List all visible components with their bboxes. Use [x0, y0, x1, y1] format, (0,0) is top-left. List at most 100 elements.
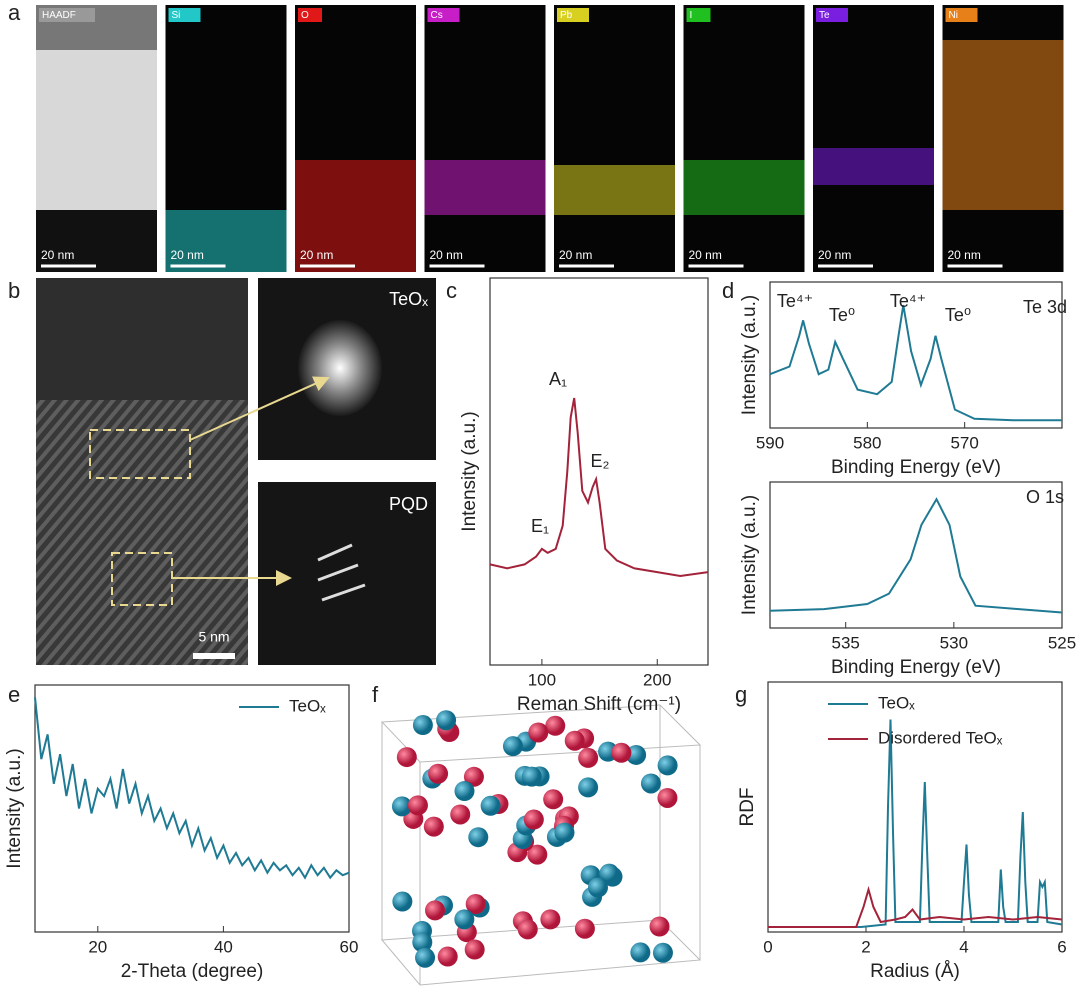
x-tick-label: 2 — [861, 937, 870, 956]
atom — [437, 946, 458, 967]
annotation: E₁ — [531, 516, 549, 536]
y-axis-label: Intensity (a.u.) — [459, 411, 480, 531]
atom — [465, 893, 486, 914]
atom — [540, 909, 561, 930]
scale-label: 20 nm — [41, 248, 74, 262]
atom — [425, 900, 446, 921]
element-tag — [816, 8, 848, 22]
atom — [428, 763, 449, 784]
atom — [527, 844, 548, 865]
atom — [521, 766, 542, 787]
element-label: O — [301, 10, 309, 21]
atom — [626, 744, 647, 765]
atom — [454, 909, 475, 930]
atom — [564, 730, 585, 751]
atom — [463, 766, 484, 787]
plot-frame — [769, 481, 1063, 629]
x-tick-label: 200 — [643, 670, 671, 689]
eds-signal — [813, 148, 934, 185]
eds-signal — [942, 40, 1064, 210]
series-line — [769, 497, 1063, 614]
eds-map — [554, 5, 675, 272]
arrow — [189, 376, 330, 441]
atom — [391, 796, 412, 817]
atom — [415, 947, 436, 968]
eds-signal — [295, 160, 416, 272]
atom — [423, 816, 444, 837]
atom — [396, 747, 417, 768]
eds-map — [813, 5, 934, 272]
element-tag — [945, 8, 978, 22]
panel-label: b — [8, 278, 20, 303]
x-tick-label: 4 — [959, 937, 968, 956]
panel-label: c — [446, 278, 457, 303]
plot-frame — [769, 281, 1063, 429]
panel-label: d — [722, 278, 734, 303]
annotation: Te 3d — [1023, 297, 1067, 317]
x-tick-label: 20 — [88, 937, 107, 956]
atom — [554, 822, 575, 843]
annotation: O 1s — [1026, 487, 1064, 507]
x-axis-label: 2-Theta (degree) — [121, 961, 264, 982]
fft-halo — [298, 320, 382, 416]
element-tag — [427, 8, 460, 22]
x-tick-label: 6 — [1057, 937, 1066, 956]
legend-label: TeOₓ — [289, 696, 326, 715]
scale-label: 20 nm — [430, 248, 463, 262]
annotation: Te⁰ — [829, 305, 855, 325]
atom — [392, 891, 413, 912]
annotation: A₁ — [549, 369, 567, 389]
x-tick-label: 0 — [763, 937, 772, 956]
plot-frame — [767, 681, 1063, 933]
atom — [412, 932, 433, 953]
y-axis-label: Intensity (a.u.) — [4, 748, 25, 868]
atom — [587, 877, 608, 898]
element-tag — [686, 8, 711, 22]
eds-map — [683, 5, 805, 272]
fft-spots — [317, 543, 366, 602]
element-label: Cs — [431, 10, 443, 21]
panel-label: a — [8, 0, 21, 25]
element-label: Te — [819, 10, 830, 21]
series-line — [489, 397, 709, 578]
x-axis-label: Reman Shift (cm⁻¹) — [517, 694, 681, 715]
element-tag — [39, 8, 95, 22]
plot-frame — [34, 684, 350, 933]
atom — [468, 827, 489, 848]
x-tick-label: 40 — [214, 937, 233, 956]
eds-signal — [424, 160, 546, 215]
series-line — [768, 885, 1063, 928]
annotation: E₂ — [591, 451, 610, 471]
x-tick-label: 580 — [853, 433, 881, 452]
atom — [436, 710, 457, 731]
atom — [578, 777, 599, 798]
hrtem-lattice — [36, 400, 248, 665]
atom — [545, 715, 566, 736]
eds-map — [424, 5, 546, 272]
atom — [578, 747, 599, 768]
annotation: Te⁴⁺ — [890, 291, 926, 311]
atom — [528, 722, 549, 743]
haadf-layer — [36, 50, 157, 210]
atom — [517, 919, 538, 940]
atom — [611, 742, 632, 763]
series-line — [34, 697, 350, 880]
panel-label: g — [735, 682, 747, 707]
roi-box — [89, 429, 191, 479]
x-tick-label: 590 — [756, 433, 784, 452]
atom — [657, 755, 678, 776]
atom — [450, 804, 471, 825]
atom — [412, 715, 433, 736]
annotation: Te⁴⁺ — [777, 291, 813, 311]
atom — [523, 809, 544, 830]
atom — [464, 939, 485, 960]
element-label: Pb — [560, 10, 573, 21]
annotation: Te⁰ — [945, 305, 971, 325]
series-line — [768, 719, 1063, 928]
panel-label: f — [372, 682, 379, 707]
eds-signal — [683, 160, 805, 215]
x-axis-label: Binding Energy (eV) — [831, 457, 1001, 478]
atom — [407, 795, 428, 816]
x-tick-label: 100 — [528, 670, 556, 689]
scale-label: 5 nm — [198, 629, 229, 645]
